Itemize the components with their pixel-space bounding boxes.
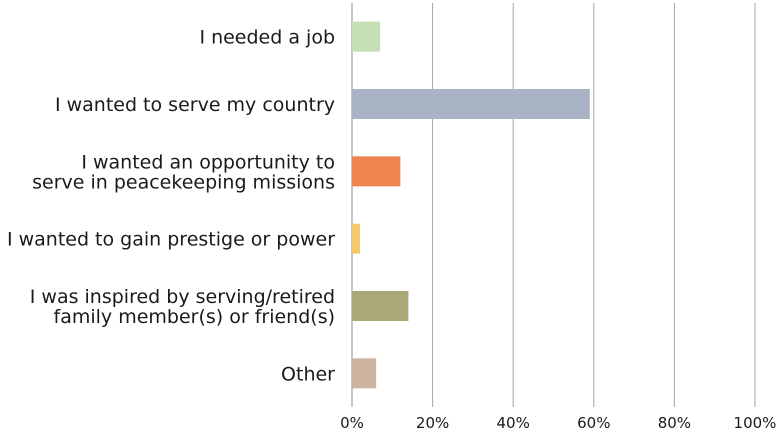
category-label-line: I wanted an opportunity to [81, 151, 335, 173]
category-label: I needed a job [199, 27, 335, 49]
category-label: I was inspired by serving/retired family … [30, 286, 335, 328]
x-tick-label: 20% [416, 414, 449, 432]
bars [352, 21, 590, 389]
x-axis-tick-labels: 0% 20% 40% 60% 80% 100% [340, 414, 776, 432]
bar [352, 21, 381, 52]
category-label-line: family member(s) or friend(s) [54, 306, 335, 328]
category-label: Other [281, 363, 335, 385]
category-label: I wanted to gain prestige or power [7, 229, 335, 251]
category-label: I wanted an opportunity to serve in peace… [32, 151, 335, 193]
gridlines [351, 3, 756, 407]
category-label-line: I was inspired by serving/retired [30, 286, 335, 308]
bar [352, 89, 590, 119]
bar [352, 358, 377, 389]
category-label-line: I wanted to gain prestige or power [7, 229, 335, 251]
x-tick-label: 0% [340, 414, 364, 432]
bar [352, 223, 361, 254]
category-labels: I needed a job I wanted to serve my count… [7, 27, 335, 386]
x-tick-label: 40% [497, 414, 530, 432]
x-tick-label: 60% [577, 414, 610, 432]
bar [352, 156, 401, 187]
category-label: I wanted to serve my country [55, 94, 335, 116]
category-label-line: I needed a job [199, 27, 335, 49]
category-label-line: serve in peacekeeping missions [32, 171, 335, 193]
category-label-line: Other [281, 363, 335, 385]
x-tick-label: 100% [734, 414, 777, 432]
category-label-line: I wanted to serve my country [55, 94, 335, 116]
x-tick-label: 80% [658, 414, 691, 432]
bar [352, 291, 409, 321]
